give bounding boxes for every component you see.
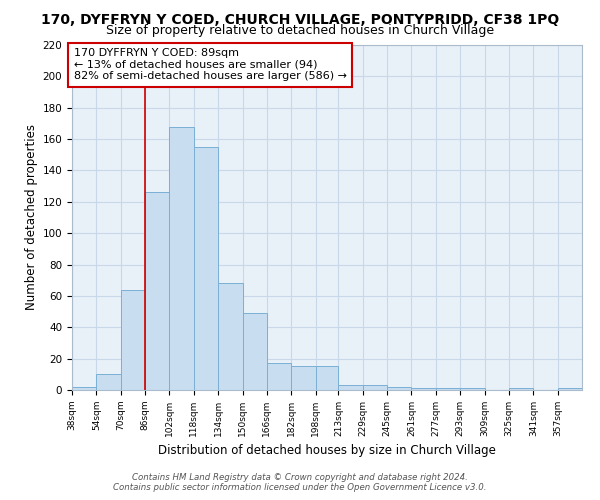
Bar: [145, 192, 169, 390]
Bar: [242, 313, 267, 390]
Bar: [218, 284, 242, 390]
Y-axis label: Number of detached properties: Number of detached properties: [25, 124, 38, 310]
Bar: [72, 387, 97, 390]
Text: Size of property relative to detached houses in Church Village: Size of property relative to detached ho…: [106, 24, 494, 37]
Bar: [316, 366, 338, 390]
Bar: [121, 290, 145, 390]
Bar: [291, 366, 316, 390]
Bar: [509, 388, 533, 390]
Bar: [412, 388, 436, 390]
Text: 170 DYFFRYN Y COED: 89sqm
← 13% of detached houses are smaller (94)
82% of semi-: 170 DYFFRYN Y COED: 89sqm ← 13% of detac…: [74, 48, 347, 82]
Text: Contains HM Land Registry data © Crown copyright and database right 2024.
Contai: Contains HM Land Registry data © Crown c…: [113, 473, 487, 492]
Bar: [267, 364, 291, 390]
Text: 170, DYFFRYN Y COED, CHURCH VILLAGE, PONTYPRIDD, CF38 1PQ: 170, DYFFRYN Y COED, CHURCH VILLAGE, PON…: [41, 12, 559, 26]
Bar: [436, 388, 460, 390]
Bar: [460, 388, 485, 390]
X-axis label: Distribution of detached houses by size in Church Village: Distribution of detached houses by size …: [158, 444, 496, 458]
Bar: [338, 386, 363, 390]
Bar: [97, 374, 121, 390]
Bar: [169, 126, 194, 390]
Bar: [387, 387, 412, 390]
Bar: [557, 388, 582, 390]
Bar: [363, 386, 387, 390]
Bar: [194, 147, 218, 390]
